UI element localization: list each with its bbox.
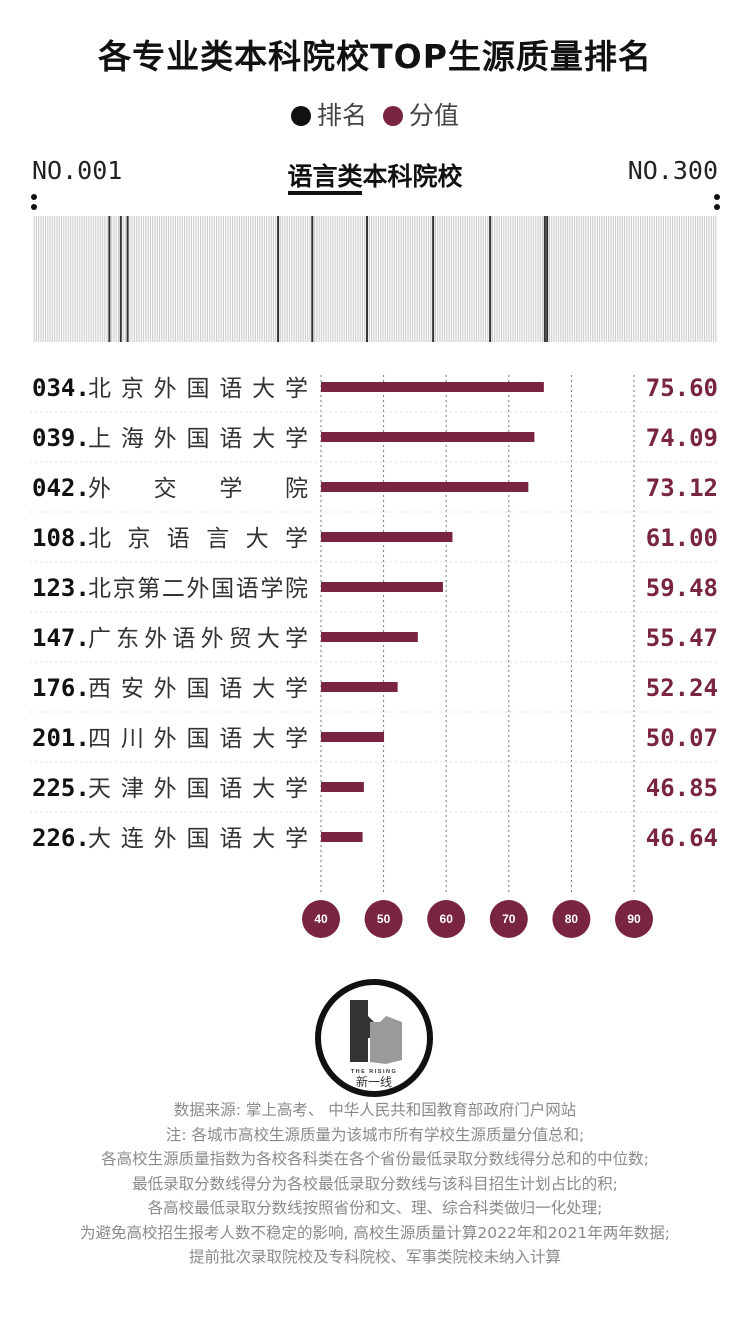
chart-subtitle: 语言类本科院校 (287, 162, 463, 191)
x-tick: 50 (364, 900, 403, 938)
score-value-label: 73.12 (646, 474, 718, 502)
rank-strip-background (33, 216, 717, 342)
x-tick-bubble (364, 900, 403, 938)
rank-label: 042. (32, 474, 90, 502)
legend-label-score: 分值 (408, 101, 459, 130)
score-value-label: 61.00 (646, 524, 718, 552)
page-title: 各专业类本科院校TOP生源质量排名 (98, 37, 652, 76)
rank-label: 108. (32, 524, 90, 552)
score-bar (321, 832, 363, 842)
x-tick-label: 40 (314, 912, 328, 926)
brand-logo: THE RISING 新一线 (315, 979, 433, 1097)
school-name: 北京外国语大学 (88, 376, 308, 402)
school-name: 四川外国语大学 (88, 726, 308, 752)
footnote-line: 数据来源: 掌上高考、 中华人民共和国教育部政府门户网站 (173, 1101, 577, 1119)
rank-label: 039. (32, 424, 90, 452)
x-tick-label: 70 (502, 912, 516, 926)
footnote-line: 注: 各城市高校生源质量为该城市所有学校生源质量分值总和; (165, 1125, 585, 1144)
x-tick-bubble (615, 900, 653, 938)
x-tick-label: 50 (377, 912, 391, 926)
score-value-label: 55.47 (646, 624, 718, 652)
score-value-label: 46.64 (646, 824, 718, 852)
rank-label: 147. (32, 624, 90, 652)
x-tick: 60 (427, 900, 466, 938)
score-bar (321, 582, 443, 592)
range-end-label: NO.300 (627, 156, 718, 185)
score-bar (321, 432, 535, 442)
rank-label: 034. (32, 374, 90, 402)
x-tick-bubble (552, 900, 591, 938)
score-bar (321, 632, 418, 642)
school-name: 上海外国语大学 (88, 426, 308, 452)
range-start-label: NO.001 (32, 156, 123, 185)
footnote-line: 为避免高校招生报考人数不稳定的影响, 高校生源质量计算2022年和2021年两年… (80, 1223, 670, 1242)
school-name: 北京语言大学 (88, 526, 308, 552)
score-value-label: 75.60 (646, 374, 718, 402)
footnote-line: 各高校最低录取分数线按照省份和文、理、综合科类做归一化处理; (147, 1199, 603, 1217)
score-value-label: 74.09 (646, 424, 718, 452)
logo-brand-en: THE RISING (351, 1069, 397, 1075)
score-bar-chart: 034.北京外国语大学 75.60 039.上海外国语大学 74.09 042.外交学院… (30, 374, 718, 938)
score-bar (321, 682, 398, 692)
footnotes: 数据来源: 掌上高考、 中华人民共和国教育部政府门户网站 注: 各城市高校生源质… (0, 1098, 750, 1270)
footnote-line: 各高校生源质量指数为各校各科类在各个省份最低录取分数线得分总和的中位数; (101, 1150, 649, 1168)
score-value-label: 59.48 (646, 574, 718, 602)
x-tick-bubble (427, 900, 466, 938)
right-dot-top (714, 194, 720, 200)
rank-label: 225. (32, 774, 90, 802)
school-name: 西安外国语大学 (88, 676, 308, 702)
footnote-line: 提前批次录取院校及专科院校、军事类院校未纳入计算 (188, 1248, 561, 1266)
score-bar (321, 732, 385, 742)
x-tick-label: 80 (565, 912, 579, 926)
logo-dark-block (350, 1000, 382, 1062)
x-tick: 70 (489, 900, 528, 938)
rank-strip (33, 216, 717, 342)
score-bar (321, 532, 453, 542)
legend-item-rank: 排名 (291, 101, 367, 130)
school-name: 大连外国语大学 (88, 826, 308, 852)
x-tick-label: 60 (440, 912, 454, 926)
x-tick-bubble (302, 900, 340, 938)
school-name: 广东外语外贸大学 (88, 626, 308, 652)
x-tick-label: 90 (627, 912, 641, 926)
x-tick-bubble (489, 900, 528, 938)
score-value-label: 46.85 (646, 774, 718, 802)
score-value-label: 52.24 (646, 674, 718, 702)
logo-brand-cn: 新一线 (356, 1074, 392, 1089)
x-tick: 80 (552, 900, 591, 938)
rank-label: 123. (32, 574, 90, 602)
x-tick: 40 (302, 900, 340, 938)
legend-dot-score (382, 106, 403, 126)
score-bar (321, 782, 364, 792)
score-bar (321, 382, 544, 392)
rank-label: 201. (32, 724, 90, 752)
right-dot-bottom (714, 204, 720, 210)
legend-item-score: 分值 (382, 101, 459, 130)
legend-label-rank: 排名 (317, 101, 368, 130)
rank-label: 226. (32, 824, 90, 852)
legend-dot-rank (291, 106, 311, 126)
score-value-label: 50.07 (646, 724, 718, 752)
rank-label: 176. (32, 674, 90, 702)
logo-grey-block (370, 1016, 402, 1064)
left-dot-top (31, 194, 37, 200)
school-name: 北京第二外国语学院 (88, 576, 308, 602)
school-name: 外交学院 (88, 476, 308, 502)
left-dot-bottom (31, 204, 37, 210)
legend: 排名 分值 (0, 96, 750, 132)
school-name: 天津外国语大学 (88, 776, 308, 802)
footnote-line: 最低录取分数线得分为各校最低录取分数线与该科目招生计划占比的积; (132, 1174, 618, 1193)
subtitle-underline (288, 191, 362, 195)
x-tick: 90 (615, 900, 653, 938)
score-bar (321, 482, 529, 492)
